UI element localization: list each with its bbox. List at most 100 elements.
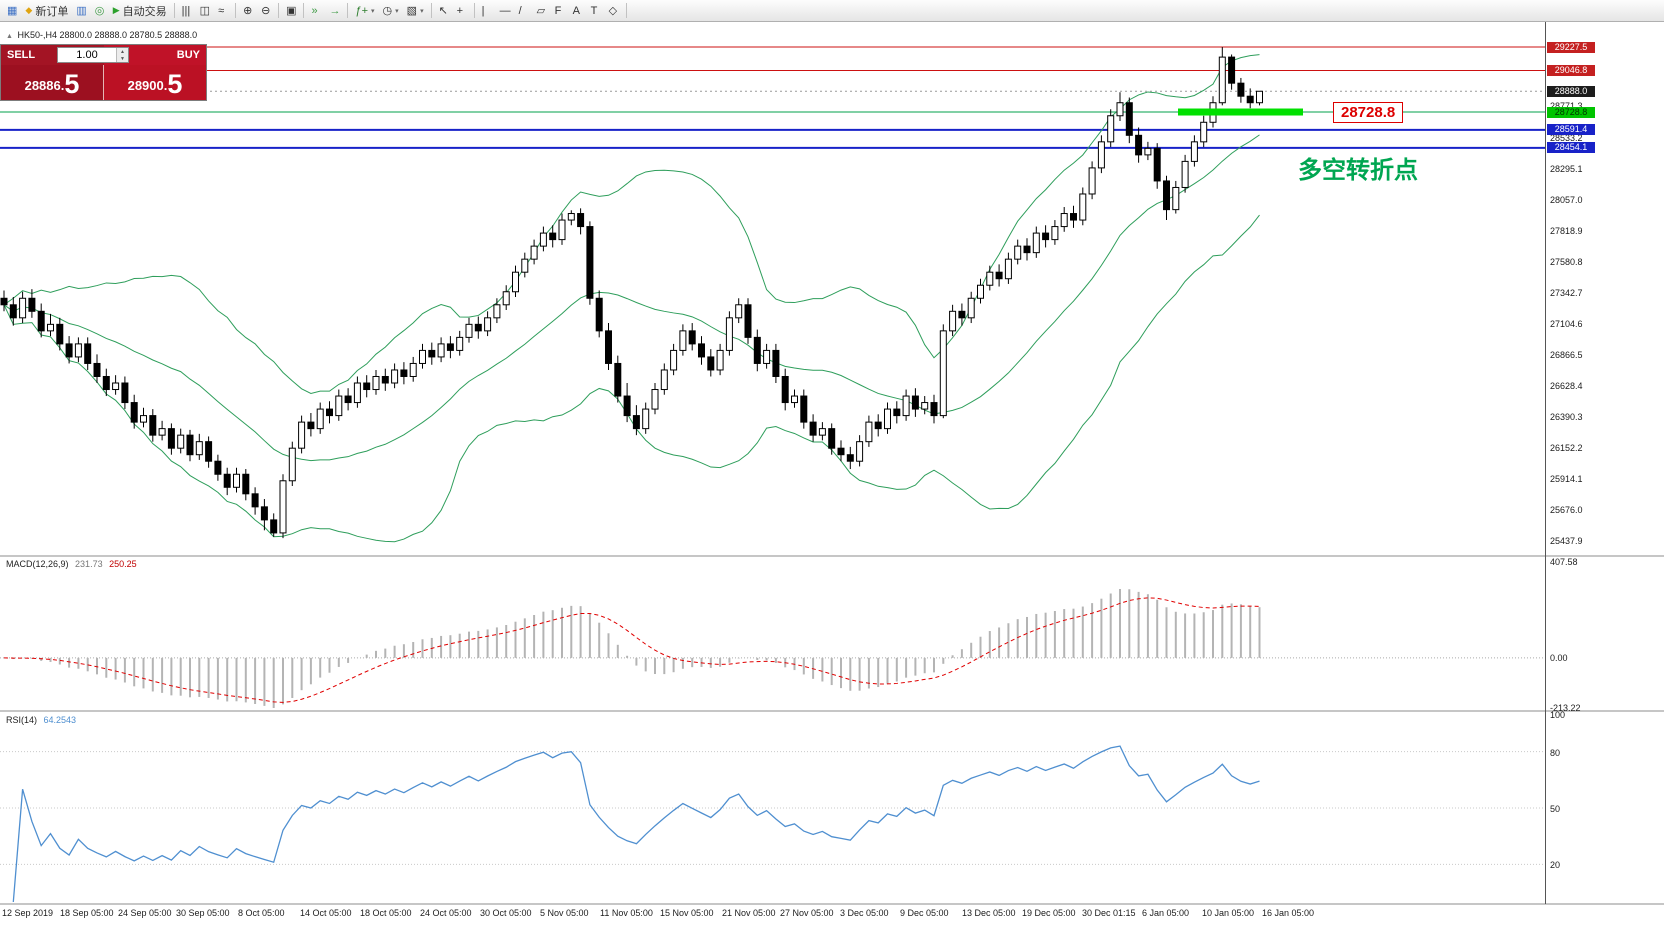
vertical-line-icon-text: | (481, 4, 485, 17)
cursor-icon[interactable]: ↖ (435, 2, 453, 20)
support-price-callout[interactable]: 28728.8 (1333, 102, 1404, 123)
price-scale-label: 27104.6 (1550, 318, 1583, 329)
candlestick-chart-icon[interactable]: ◫ (196, 2, 214, 20)
support-segment[interactable] (1178, 108, 1303, 116)
toolbar-separator (278, 3, 280, 18)
macd-layer (0, 588, 1545, 708)
bollinger-bands-layer (3, 54, 1260, 543)
autotrading-button[interactable]: ▶ 自动交易 (109, 2, 171, 20)
vertical-line-icon[interactable]: | (478, 2, 496, 20)
horizontal-lines-layer (0, 46, 1545, 149)
time-label: 30 Dec 01:15 (1082, 908, 1136, 918)
bar-chart-icon[interactable]: ||| (178, 2, 196, 20)
new-order-button[interactable]: ◆ 新订单 (21, 2, 72, 20)
shapes-icon[interactable]: ◇ (605, 2, 623, 20)
volume-input[interactable] (58, 48, 116, 62)
autotrading-button-text: 自动交易 (122, 5, 167, 18)
time-label: 19 Dec 05:00 (1022, 908, 1076, 918)
toolbar: ▦ ◆ 新订单 ▥ ◎ ▶ 自动交易 ||| ◫ ≈ ⊕ ⊖ ▣» → ƒ+ ▾ ◷ ▾ ▧ ▾ ↖ + | — / ▱ F A T ◇ (0, 0, 1664, 22)
candles-layer (0, 47, 1263, 539)
macd-main-value: 231.73 (75, 559, 103, 569)
macd-signal-value: 250.25 (109, 559, 137, 569)
time-label: 12 Sep 2019 (2, 908, 54, 918)
auto-scroll-icon[interactable]: » (307, 2, 325, 20)
zoom-out-icon[interactable]: ⊖ (257, 2, 275, 20)
rsi-layer (0, 745, 1545, 903)
time-label: 30 Oct 05:00 (480, 908, 532, 918)
zoom-out-icon-text: ⊖ (261, 4, 271, 17)
buy-price-int: 28900. (127, 78, 168, 93)
chart-title: ▲ HK50-,H4 28800.0 28888.0 28780.5 28888… (6, 30, 197, 40)
auto-scroll-icon-text: » (311, 4, 318, 17)
buy-label[interactable]: BUY (103, 45, 206, 65)
templates-button[interactable]: ▧ ▾ (403, 2, 428, 20)
time-label: 18 Sep 05:00 (60, 908, 114, 918)
zoom-in-icon-text: ⊕ (243, 4, 253, 17)
line-chart-icon-text: ≈ (218, 4, 225, 17)
rsi-value: 64.2543 (43, 715, 77, 725)
price-scale-label: 28771.3 (1550, 101, 1583, 111)
tile-windows-icon[interactable]: ▣ (282, 2, 300, 20)
navigator-icon-text: ◎ (94, 4, 105, 17)
toolbar-separator (347, 3, 349, 18)
toolbar-separator (303, 3, 305, 18)
toolbar-separator (625, 3, 627, 18)
toolbar-separator (235, 3, 237, 18)
label-icon-text: T (590, 4, 598, 17)
time-label: 27 Nov 05:00 (780, 908, 834, 918)
market-watch-icon[interactable]: ▥ (72, 2, 90, 20)
rsi-scale-label: 20 (1550, 860, 1561, 871)
horizontal-line-icon[interactable]: — (496, 2, 515, 20)
volume-up-button[interactable]: ▲ (117, 48, 128, 55)
crosshair-icon[interactable]: + (453, 2, 471, 20)
chart-symbol-period: HK50-,H4 (17, 30, 57, 40)
line-chart-icon[interactable]: ≈ (214, 2, 232, 20)
time-label: 24 Oct 05:00 (420, 908, 472, 918)
chart-shift-icon[interactable]: → (325, 2, 344, 20)
horizontal-line-icon-text: — (499, 4, 511, 17)
sell-button[interactable]: 28886. 5 (1, 65, 103, 100)
price-scale-label: 25914.1 (1550, 473, 1583, 484)
periods-button-text: ◷ (382, 4, 393, 17)
trendline-icon[interactable]: / (515, 2, 533, 20)
tile-windows-icon-text: ▣ (286, 4, 297, 17)
navigator-icon[interactable]: ◎ (91, 2, 109, 20)
macd-scale-label: 407.58 (1550, 557, 1578, 567)
volume-down-button[interactable]: ▼ (117, 55, 128, 62)
price-scale-label: 25676.0 (1550, 504, 1583, 515)
charts-window-icon[interactable]: ▦ (3, 2, 21, 20)
macd-scale-label: 0.00 (1550, 652, 1568, 663)
chart-ohlc-values: 28800.0 28888.0 28780.5 28888.0 (59, 30, 198, 40)
label-icon[interactable]: T (587, 2, 605, 20)
indicators-button[interactable]: ƒ+ ▾ (351, 2, 378, 20)
price-flag: 28454.1 (1547, 142, 1595, 154)
fibonacci-icon[interactable]: F (551, 2, 569, 20)
bar-chart-icon-text: ||| (181, 4, 191, 17)
macd-scale-label: -213.22 (1550, 702, 1581, 713)
zoom-in-icon[interactable]: ⊕ (239, 2, 257, 20)
cursor-icon-text: ↖ (438, 4, 448, 17)
text-icon[interactable]: A (569, 2, 587, 20)
candlestick-chart-icon-text: ◫ (199, 4, 211, 17)
rsi-scale-label: 50 (1550, 804, 1561, 814)
turning-point-note[interactable]: 多空转折点 (1298, 157, 1418, 184)
price-flag: 28591.4 (1547, 124, 1595, 136)
channel-icon[interactable]: ▱ (533, 2, 551, 20)
volume-box: ▲ ▼ (57, 47, 129, 63)
price-scale-label: 26866.5 (1550, 349, 1583, 360)
time-label: 24 Sep 05:00 (118, 908, 172, 918)
channel-icon-text: ▱ (536, 4, 546, 17)
time-label: 15 Nov 05:00 (660, 908, 714, 918)
chevron-down-icon: ▾ (420, 7, 424, 15)
buy-button[interactable]: 28900. 5 (103, 65, 206, 100)
time-label: 16 Jan 05:00 (1262, 908, 1315, 918)
symbol-marker-icon: ▲ (6, 33, 13, 40)
rsi-scale-label: 80 (1550, 747, 1561, 758)
time-label: 10 Jan 05:00 (1202, 908, 1255, 918)
periods-button[interactable]: ◷ ▾ (379, 2, 403, 20)
price-scale-label: 26628.4 (1550, 380, 1583, 391)
sell-price-big-digit: 5 (64, 69, 80, 99)
price-flag: 28888.0 (1547, 85, 1595, 97)
charts-window-icon-text: ▦ (7, 4, 18, 17)
